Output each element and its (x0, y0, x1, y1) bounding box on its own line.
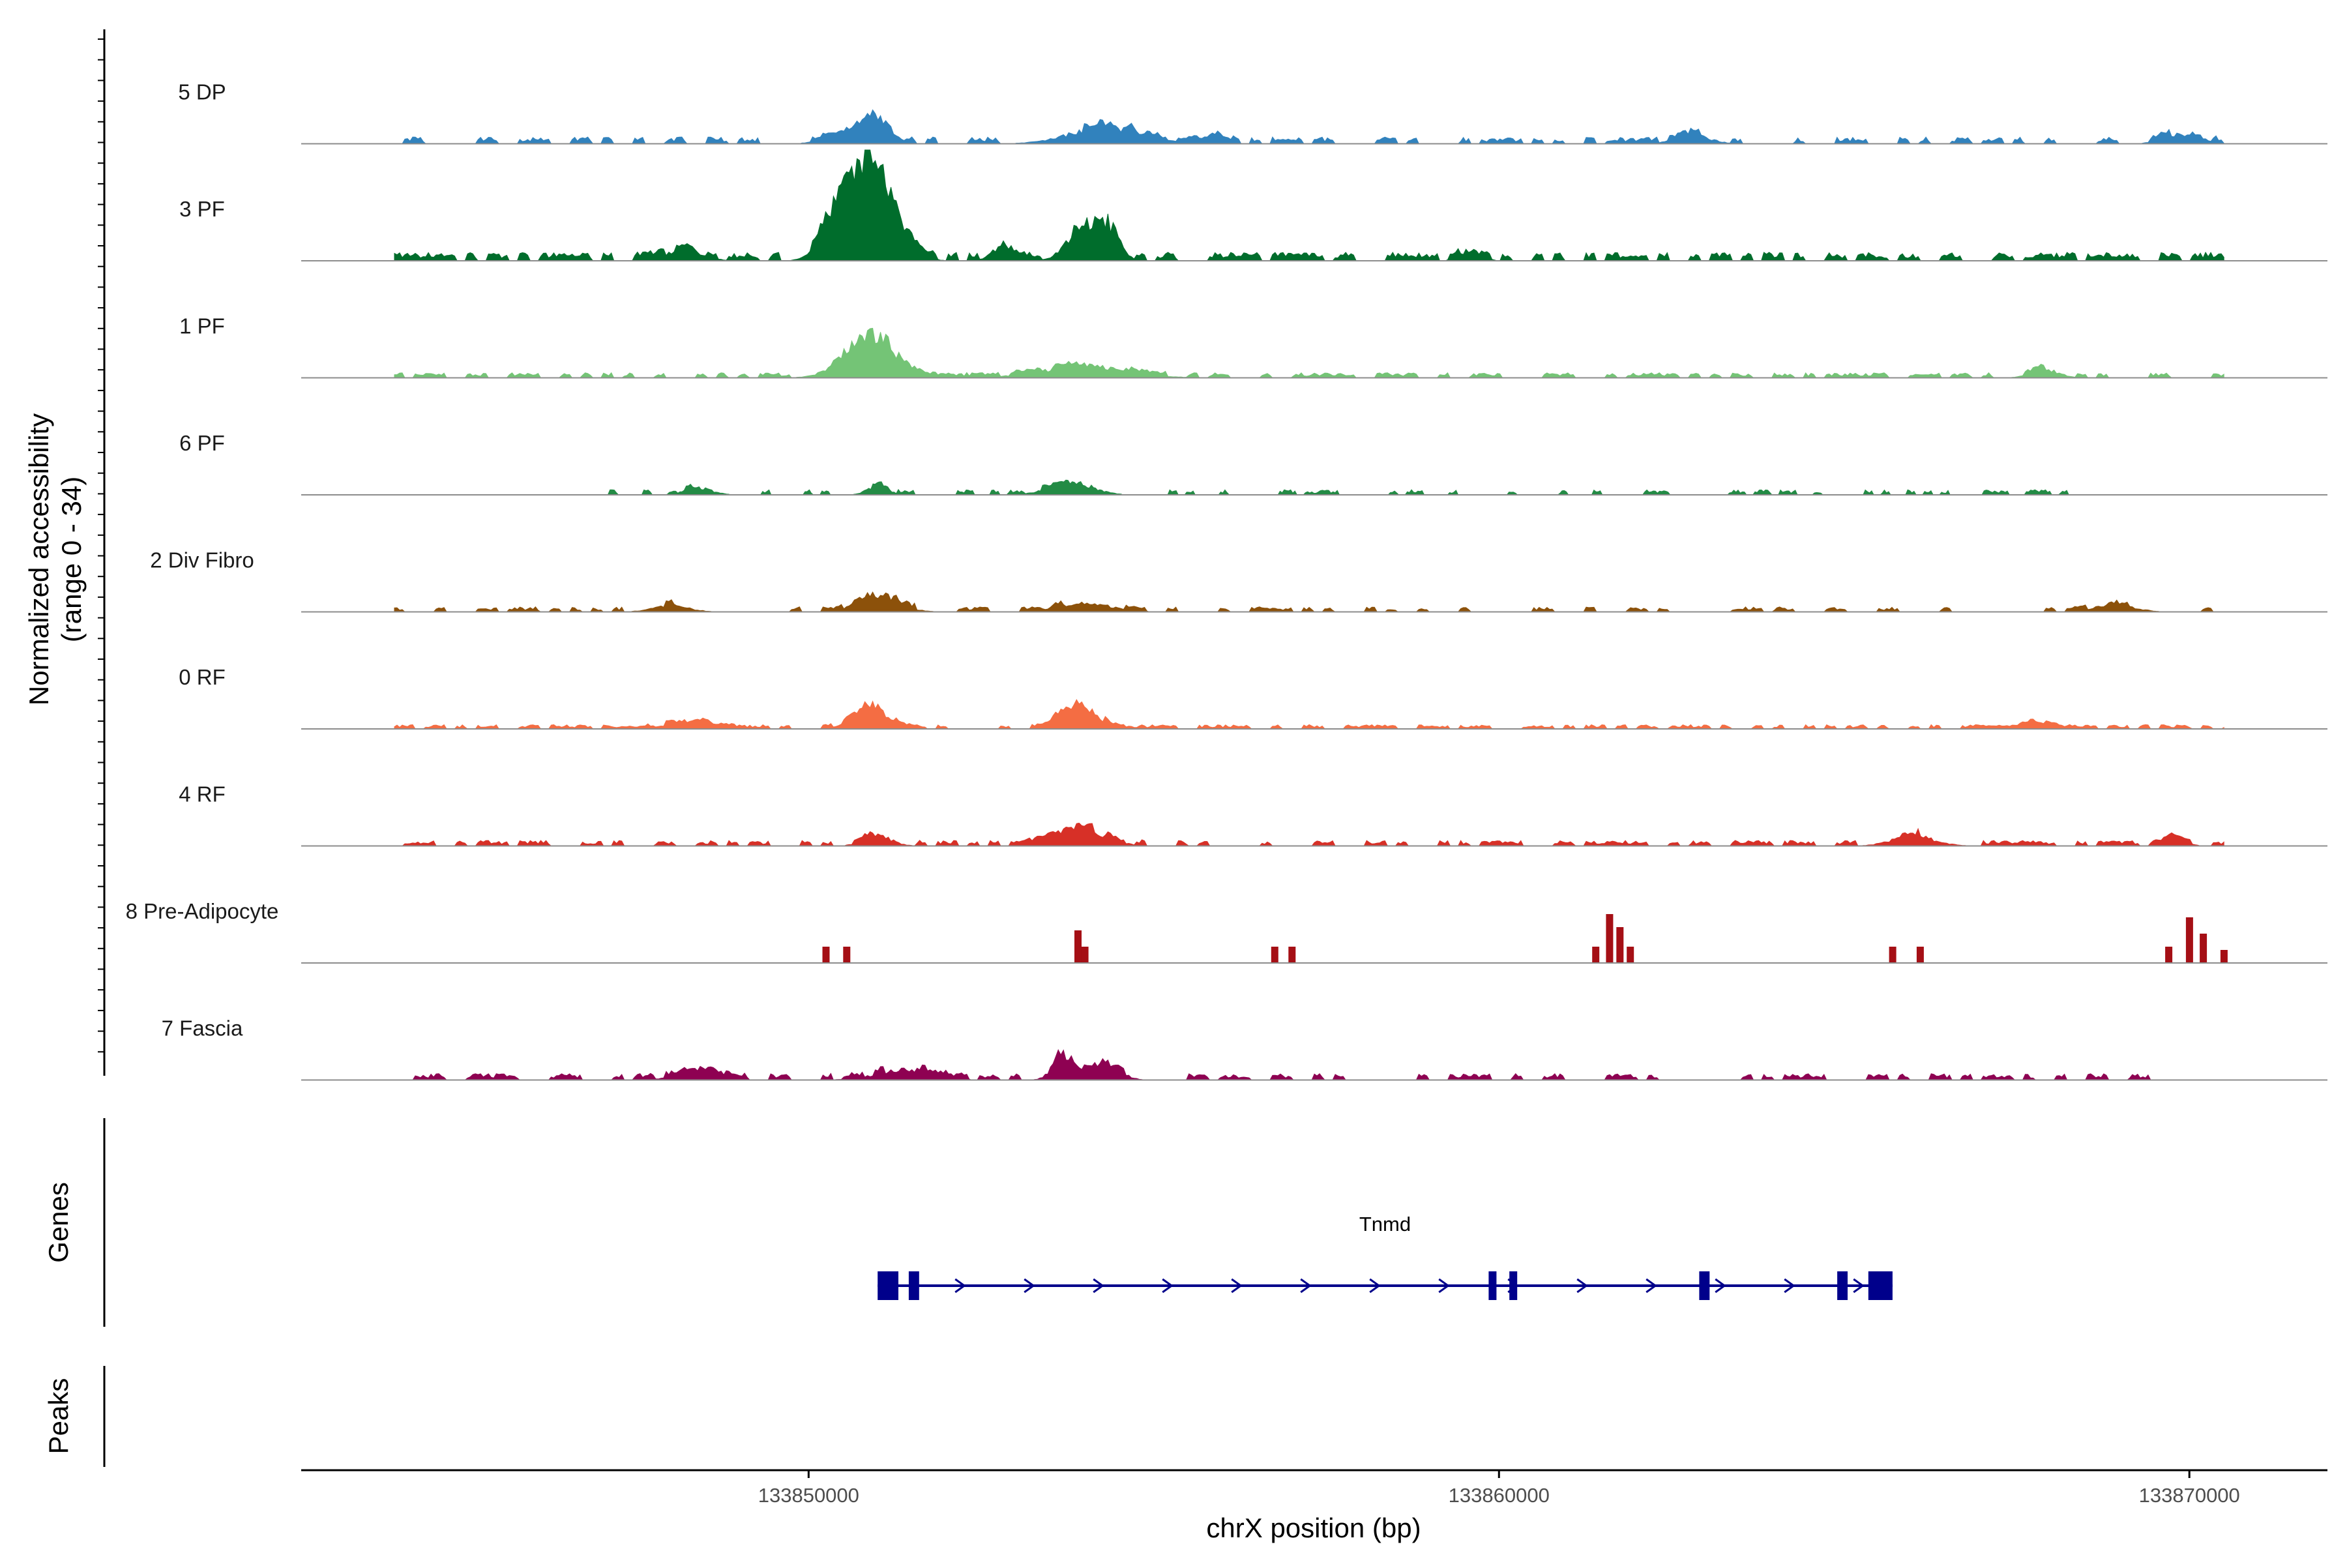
strand-arrow-icon (1093, 1278, 1104, 1294)
x-axis-title: chrX position (bp) (1206, 1513, 1421, 1543)
track-label: 7 Fascia (162, 1016, 243, 1041)
gene-track: Tnmd (878, 1213, 1893, 1300)
signal-bar (2200, 934, 2207, 963)
signal-area (394, 327, 2224, 378)
track-4-rf: 4 RF (179, 782, 2327, 847)
track-label: 3 PF (179, 197, 225, 221)
peaks-track-title: Peaks (43, 1378, 74, 1455)
track-label: 4 RF (179, 782, 226, 806)
y-axis-title: Normalized accessibility (23, 413, 54, 705)
track-label: 5 DP (178, 80, 226, 104)
signal-bar (1074, 930, 1082, 963)
strand-arrow-icon (1162, 1278, 1174, 1294)
track-2-div-fibro: 2 Div Fibro (150, 548, 2327, 613)
x-tick-label: 133860000 (1449, 1484, 1550, 1507)
signal-bar (822, 947, 830, 963)
gene-exon (1837, 1271, 1848, 1300)
signal-bar (2165, 947, 2173, 963)
strand-arrow-icon (1369, 1278, 1381, 1294)
left-axes (98, 29, 106, 1467)
signal-bar (1606, 914, 1614, 963)
track-0-rf: 0 RF (179, 665, 2327, 730)
signal-bar (1916, 947, 1924, 963)
gene-name-label: Tnmd (1359, 1213, 1411, 1235)
strand-arrow-icon (1715, 1278, 1726, 1294)
track-label: 1 PF (179, 314, 225, 338)
gene-exon (908, 1271, 919, 1300)
strand-arrow-icon (1024, 1278, 1035, 1294)
gene-exon (1868, 1271, 1893, 1300)
track-6-pf: 6 PF (179, 431, 2327, 496)
strand-arrow-icon (1231, 1278, 1243, 1294)
gene-exon (878, 1271, 898, 1300)
track-3-pf: 3 PF (179, 149, 2327, 261)
y-axis-subtitle: (range 0 - 34) (56, 477, 87, 642)
x-axis: 133850000 133860000 133870000 (301, 1469, 2327, 1507)
coverage-tracks: 5 DP 3 PF 1 PF 6 PF 2 Div Fibro 0 RF 4 RF 8 Pre… (126, 80, 2327, 1081)
signal-bar (2185, 917, 2193, 963)
gene-exon (1699, 1271, 1710, 1300)
x-tick-label: 133850000 (758, 1484, 859, 1507)
strand-arrow-icon (1646, 1278, 1657, 1294)
signal-bar (2220, 950, 2228, 963)
strand-arrow-icon (1784, 1278, 1795, 1294)
track-label: 6 PF (179, 431, 225, 455)
gene-exon (1488, 1271, 1497, 1300)
signal-bar (1081, 947, 1089, 963)
signal-bar (1889, 947, 1897, 963)
signal-bar (1627, 947, 1634, 963)
strand-arrow-icon (1853, 1278, 1865, 1294)
signal-bar (1592, 947, 1600, 963)
strand-arrow-icon (1438, 1278, 1450, 1294)
gene-exon (1509, 1271, 1518, 1300)
strand-arrow-icon (1576, 1278, 1588, 1294)
track-label: 2 Div Fibro (150, 548, 254, 572)
track-7-fascia: 7 Fascia (162, 1016, 2327, 1081)
strand-arrow-icon (1300, 1278, 1312, 1294)
x-tick-label: 133870000 (2139, 1484, 2240, 1507)
signal-bar (1288, 947, 1296, 963)
strand-arrow-icon (954, 1278, 966, 1294)
signal-bar (843, 947, 851, 963)
genes-track-title: Genes (43, 1182, 74, 1263)
track-label: 0 RF (179, 665, 226, 689)
track-5-dp: 5 DP (178, 80, 2327, 145)
signal-bar (1271, 947, 1278, 963)
track-label: 8 Pre-Adipocyte (126, 899, 279, 923)
signal-bar (1616, 927, 1624, 963)
track-1-pf: 1 PF (179, 314, 2327, 379)
coverage-y-minor-ticks (98, 38, 104, 1053)
track-8-pre-adipocyte: 8 Pre-Adipocyte (126, 899, 2327, 964)
